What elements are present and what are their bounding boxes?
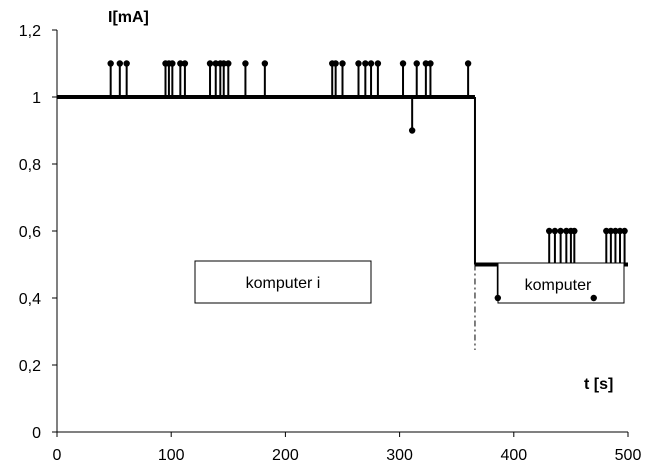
data-point: [206, 60, 214, 67]
annotation-text-2: komputer: [525, 277, 592, 294]
x-axis-title: t [s]: [584, 376, 613, 393]
data-point: [408, 127, 416, 134]
y-tick-label: 0: [32, 425, 41, 442]
data-point: [546, 227, 553, 235]
data-point: [181, 60, 189, 67]
data-point: [607, 227, 615, 235]
y-tick-label: 0,4: [19, 291, 41, 308]
data-point: [464, 60, 472, 67]
data-point: [355, 60, 362, 67]
data-point: [362, 60, 369, 67]
y-tick-label: 1: [32, 90, 41, 107]
data-point: [225, 60, 232, 67]
data-point: [551, 227, 559, 235]
data-point: [339, 60, 346, 67]
y-tick-label: 1,2: [19, 23, 41, 40]
data-point: [367, 60, 375, 67]
markers: [107, 60, 628, 302]
data-point: [557, 227, 564, 235]
data-point: [422, 60, 430, 67]
data-point: [616, 227, 624, 235]
annotations: komputer i komputer: [194, 260, 625, 304]
data-point: [177, 60, 184, 67]
data-point: [374, 60, 382, 67]
series-line: [57, 63, 628, 350]
annotation-box-1: [194, 260, 372, 304]
data-point: [107, 60, 114, 67]
annotation-box-2: [497, 262, 625, 304]
y-tick-label: 0,2: [19, 358, 41, 375]
x-tick-label: 0: [53, 447, 62, 464]
data-point: [413, 60, 420, 67]
data-point: [612, 227, 619, 235]
data-point: [123, 60, 130, 67]
data-point: [603, 227, 610, 235]
data-point: [563, 227, 570, 235]
y-axis-title: I[mA]: [108, 9, 149, 26]
data-point: [116, 60, 124, 67]
y-tick-label: 0,6: [19, 224, 41, 241]
x-tick-label: 300: [386, 447, 413, 464]
data-point: [427, 60, 434, 67]
data-point: [212, 60, 219, 67]
annotation-text-1: komputer i: [246, 275, 321, 292]
data-point: [169, 60, 176, 67]
data-point: [332, 60, 339, 67]
data-point: [571, 227, 578, 235]
y-tick-label: 0,8: [19, 157, 41, 174]
axes: 0 0,2 0,4 0,6 0,8 1 1,2 0 100 200 300 400 500: [19, 23, 642, 464]
data-point: [399, 60, 407, 67]
data-point: [261, 60, 269, 67]
data-point: [621, 227, 628, 235]
x-tick-label: 100: [158, 447, 185, 464]
data-point: [494, 294, 502, 302]
data-point: [242, 60, 249, 67]
data-point: [590, 294, 597, 302]
x-tick-label: 200: [272, 447, 299, 464]
data-point: [220, 60, 227, 67]
x-tick-label: 500: [615, 447, 642, 464]
x-tick-label: 400: [500, 447, 527, 464]
